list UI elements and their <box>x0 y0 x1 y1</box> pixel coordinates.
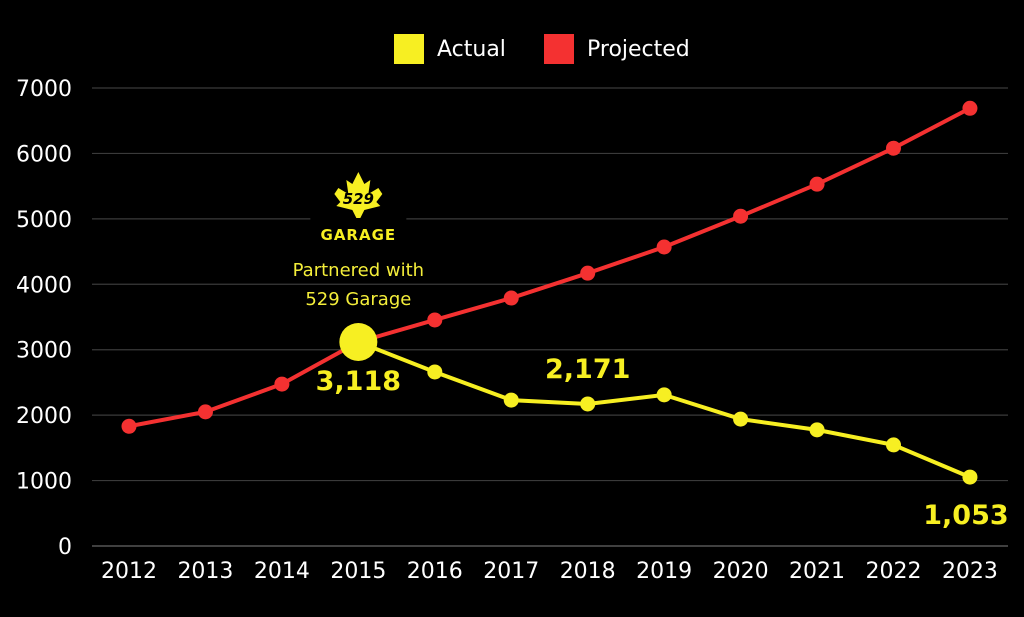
data-point-actual-2018 <box>580 396 596 412</box>
x-tick-label: 2019 <box>636 559 692 584</box>
data-point-projected-2022 <box>886 140 901 156</box>
data-point-projected-2017 <box>503 290 519 306</box>
data-label: 3,118 <box>316 366 401 397</box>
y-tick-label: 7000 <box>16 77 72 102</box>
legend-label-projected: Projected <box>587 37 690 62</box>
data-point-projected-2014 <box>274 376 290 392</box>
annotations: 3,118 2,171 1,053 <box>316 354 1009 531</box>
data-point-projected-2019 <box>656 239 672 255</box>
callout-text: Partnered with <box>293 260 424 281</box>
series-line-projected <box>128 106 971 429</box>
x-axis: 2012 2013 2014 2015 2016 2017 2018 2019 2020 2021… <box>101 559 998 584</box>
data-point-projected-2020 <box>733 208 749 224</box>
x-tick-label: 2022 <box>866 559 922 584</box>
x-tick-label: 2017 <box>483 559 539 584</box>
data-point-projected-2021 <box>809 176 825 192</box>
data-point-projected-2023 <box>962 100 978 116</box>
x-tick-label: 2012 <box>101 559 157 584</box>
data-point-actual-2022 <box>886 437 901 453</box>
x-tick-label: 2016 <box>407 559 463 584</box>
logo-wordmark: GARAGE <box>321 226 397 244</box>
y-tick-label: 0 <box>58 535 72 560</box>
y-tick-label: 3000 <box>16 339 72 364</box>
data-point-projected-2018 <box>580 265 596 281</box>
data-point-projected-2016 <box>427 312 443 328</box>
y-tick-label: 4000 <box>16 273 72 298</box>
series-lines <box>121 100 978 485</box>
x-tick-label: 2013 <box>177 559 233 584</box>
highlight-point <box>339 322 378 361</box>
x-tick-label: 2014 <box>254 559 310 584</box>
529-garage-logo: 529 GARAGE Partnered with 529 Garage <box>293 165 424 310</box>
legend-swatch-actual <box>394 34 424 64</box>
legend: Actual Projected <box>394 34 690 64</box>
logo-number: 529 <box>343 190 374 208</box>
data-point-actual-2016 <box>427 364 443 380</box>
data-label: 2,171 <box>545 354 630 385</box>
legend-swatch-projected <box>544 34 574 64</box>
grid <box>92 87 1008 547</box>
y-tick-label: 1000 <box>16 470 72 495</box>
data-label: 1,053 <box>923 500 1008 531</box>
data-point-actual-2021 <box>809 422 825 438</box>
data-point-actual-2017 <box>503 392 519 408</box>
y-axis: 0 1000 2000 3000 4000 5000 6000 7000 <box>16 77 72 560</box>
x-tick-label: 2021 <box>789 559 845 584</box>
data-point-actual-2020 <box>733 411 749 427</box>
maple-leaf-icon <box>334 172 383 218</box>
y-tick-label: 5000 <box>16 208 72 233</box>
x-tick-label: 2020 <box>713 559 769 584</box>
legend-label-actual: Actual <box>437 37 506 62</box>
y-tick-label: 2000 <box>16 404 72 429</box>
x-tick-label: 2018 <box>560 559 616 584</box>
data-point-projected-2012 <box>121 418 137 434</box>
x-tick-label: 2023 <box>942 559 998 584</box>
data-point-projected-2013 <box>197 404 213 420</box>
series-line-actual <box>357 340 971 479</box>
data-point-actual-2023 <box>962 469 978 485</box>
x-tick-label: 2015 <box>330 559 386 584</box>
callout-text: 529 Garage <box>305 289 411 310</box>
y-tick-label: 6000 <box>16 142 72 167</box>
data-point-actual-2019 <box>656 387 672 403</box>
